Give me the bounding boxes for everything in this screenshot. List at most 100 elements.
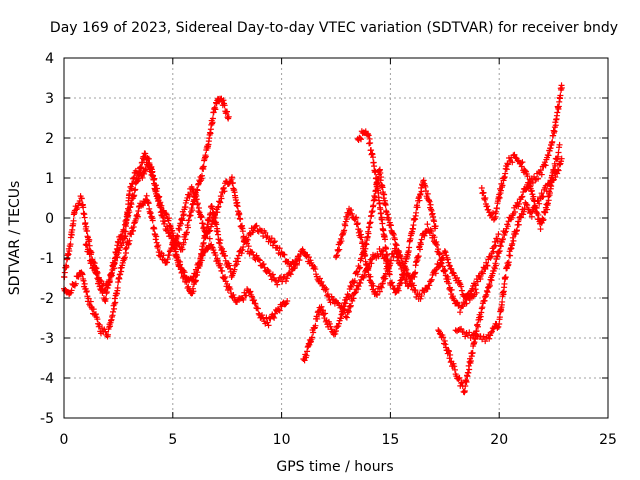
data-point-marker — [246, 230, 253, 237]
data-point-marker — [268, 235, 275, 242]
data-point-marker — [537, 226, 544, 233]
data-point-marker — [78, 195, 85, 202]
data-point-marker — [117, 271, 124, 278]
data-point-marker — [421, 232, 428, 239]
data-point-marker — [218, 195, 225, 202]
data-point-marker — [393, 250, 400, 257]
series-track-b — [61, 174, 393, 340]
data-point-marker — [456, 374, 463, 381]
data-point-marker — [418, 293, 425, 300]
data-point-marker — [94, 275, 101, 282]
data-point-marker — [128, 231, 135, 238]
data-point-marker — [555, 167, 562, 174]
data-point-marker — [384, 211, 391, 218]
data-point-marker — [451, 366, 458, 373]
data-point-marker — [383, 245, 390, 252]
data-point-marker — [356, 265, 363, 272]
data-point-marker — [350, 295, 357, 302]
data-point-marker — [342, 300, 349, 307]
data-point-marker — [139, 202, 146, 209]
data-point-marker — [82, 220, 89, 227]
data-point-marker — [301, 357, 308, 364]
data-point-marker — [229, 179, 236, 186]
data-point-marker — [395, 254, 402, 261]
data-point-marker — [552, 122, 559, 129]
data-point-marker — [170, 236, 177, 243]
data-point-marker — [509, 240, 516, 247]
data-point-marker — [204, 246, 211, 253]
data-point-marker — [142, 150, 149, 157]
data-point-marker — [270, 313, 277, 320]
data-point-marker — [557, 92, 564, 99]
data-point-marker — [264, 319, 271, 326]
data-point-marker — [555, 149, 562, 156]
data-point-marker — [189, 207, 196, 214]
data-point-marker — [540, 193, 547, 200]
data-point-marker — [477, 276, 484, 283]
data-point-marker — [276, 245, 283, 252]
data-point-marker — [73, 206, 80, 213]
data-point-marker — [75, 273, 82, 280]
data-point-marker — [118, 233, 125, 240]
data-point-marker — [283, 275, 290, 282]
data-point-marker — [478, 184, 485, 191]
data-point-marker — [243, 236, 250, 243]
data-point-marker — [378, 210, 385, 217]
data-point-marker — [166, 252, 173, 259]
data-point-marker — [458, 325, 465, 332]
data-point-marker — [535, 175, 542, 182]
data-point-marker — [144, 155, 151, 162]
series-track-f — [333, 205, 502, 316]
data-point-marker — [412, 269, 419, 276]
data-point-marker — [132, 186, 139, 193]
data-point-marker — [237, 216, 244, 223]
data-point-marker — [500, 235, 507, 242]
data-point-marker — [503, 166, 510, 173]
data-point-marker — [333, 328, 339, 335]
data-point-marker — [453, 299, 460, 306]
data-point-marker — [462, 333, 469, 340]
data-point-marker — [494, 238, 501, 245]
data-point-marker — [458, 283, 465, 290]
data-point-marker — [517, 214, 524, 221]
data-point-marker — [326, 320, 333, 327]
data-point-marker — [230, 291, 237, 298]
y-tick-label: 1 — [45, 171, 54, 187]
data-point-marker — [260, 315, 267, 322]
data-point-marker — [511, 208, 518, 215]
data-point-marker — [183, 279, 190, 286]
data-point-marker — [80, 277, 87, 284]
data-point-marker — [263, 314, 270, 321]
data-point-marker — [217, 199, 224, 206]
data-point-marker — [322, 287, 329, 294]
data-point-marker — [382, 202, 389, 209]
data-point-marker — [519, 159, 526, 166]
data-point-marker — [88, 258, 95, 265]
data-point-marker — [193, 196, 200, 203]
data-point-marker — [482, 338, 489, 345]
data-point-marker — [445, 280, 452, 287]
data-point-marker — [244, 236, 251, 243]
data-point-marker — [367, 273, 374, 280]
data-point-marker — [87, 298, 94, 305]
data-point-marker — [282, 278, 289, 285]
data-point-marker — [368, 260, 375, 267]
x-tick-label: 0 — [60, 432, 69, 448]
data-point-marker — [228, 174, 235, 181]
data-point-marker — [254, 305, 261, 312]
data-point-marker — [253, 252, 260, 259]
data-point-marker — [354, 286, 361, 293]
data-point-marker — [95, 320, 102, 327]
data-point-marker — [355, 283, 362, 290]
data-point-marker — [502, 229, 509, 236]
data-point-marker — [558, 84, 565, 91]
data-point-marker — [514, 227, 521, 234]
data-point-marker — [96, 321, 103, 328]
data-point-marker — [480, 189, 487, 196]
y-tick-label: 3 — [45, 91, 54, 107]
data-point-marker — [515, 221, 522, 228]
data-point-marker — [102, 328, 109, 335]
y-tick-label: 4 — [45, 51, 54, 67]
data-point-marker — [68, 287, 75, 294]
data-point-marker — [296, 257, 303, 264]
